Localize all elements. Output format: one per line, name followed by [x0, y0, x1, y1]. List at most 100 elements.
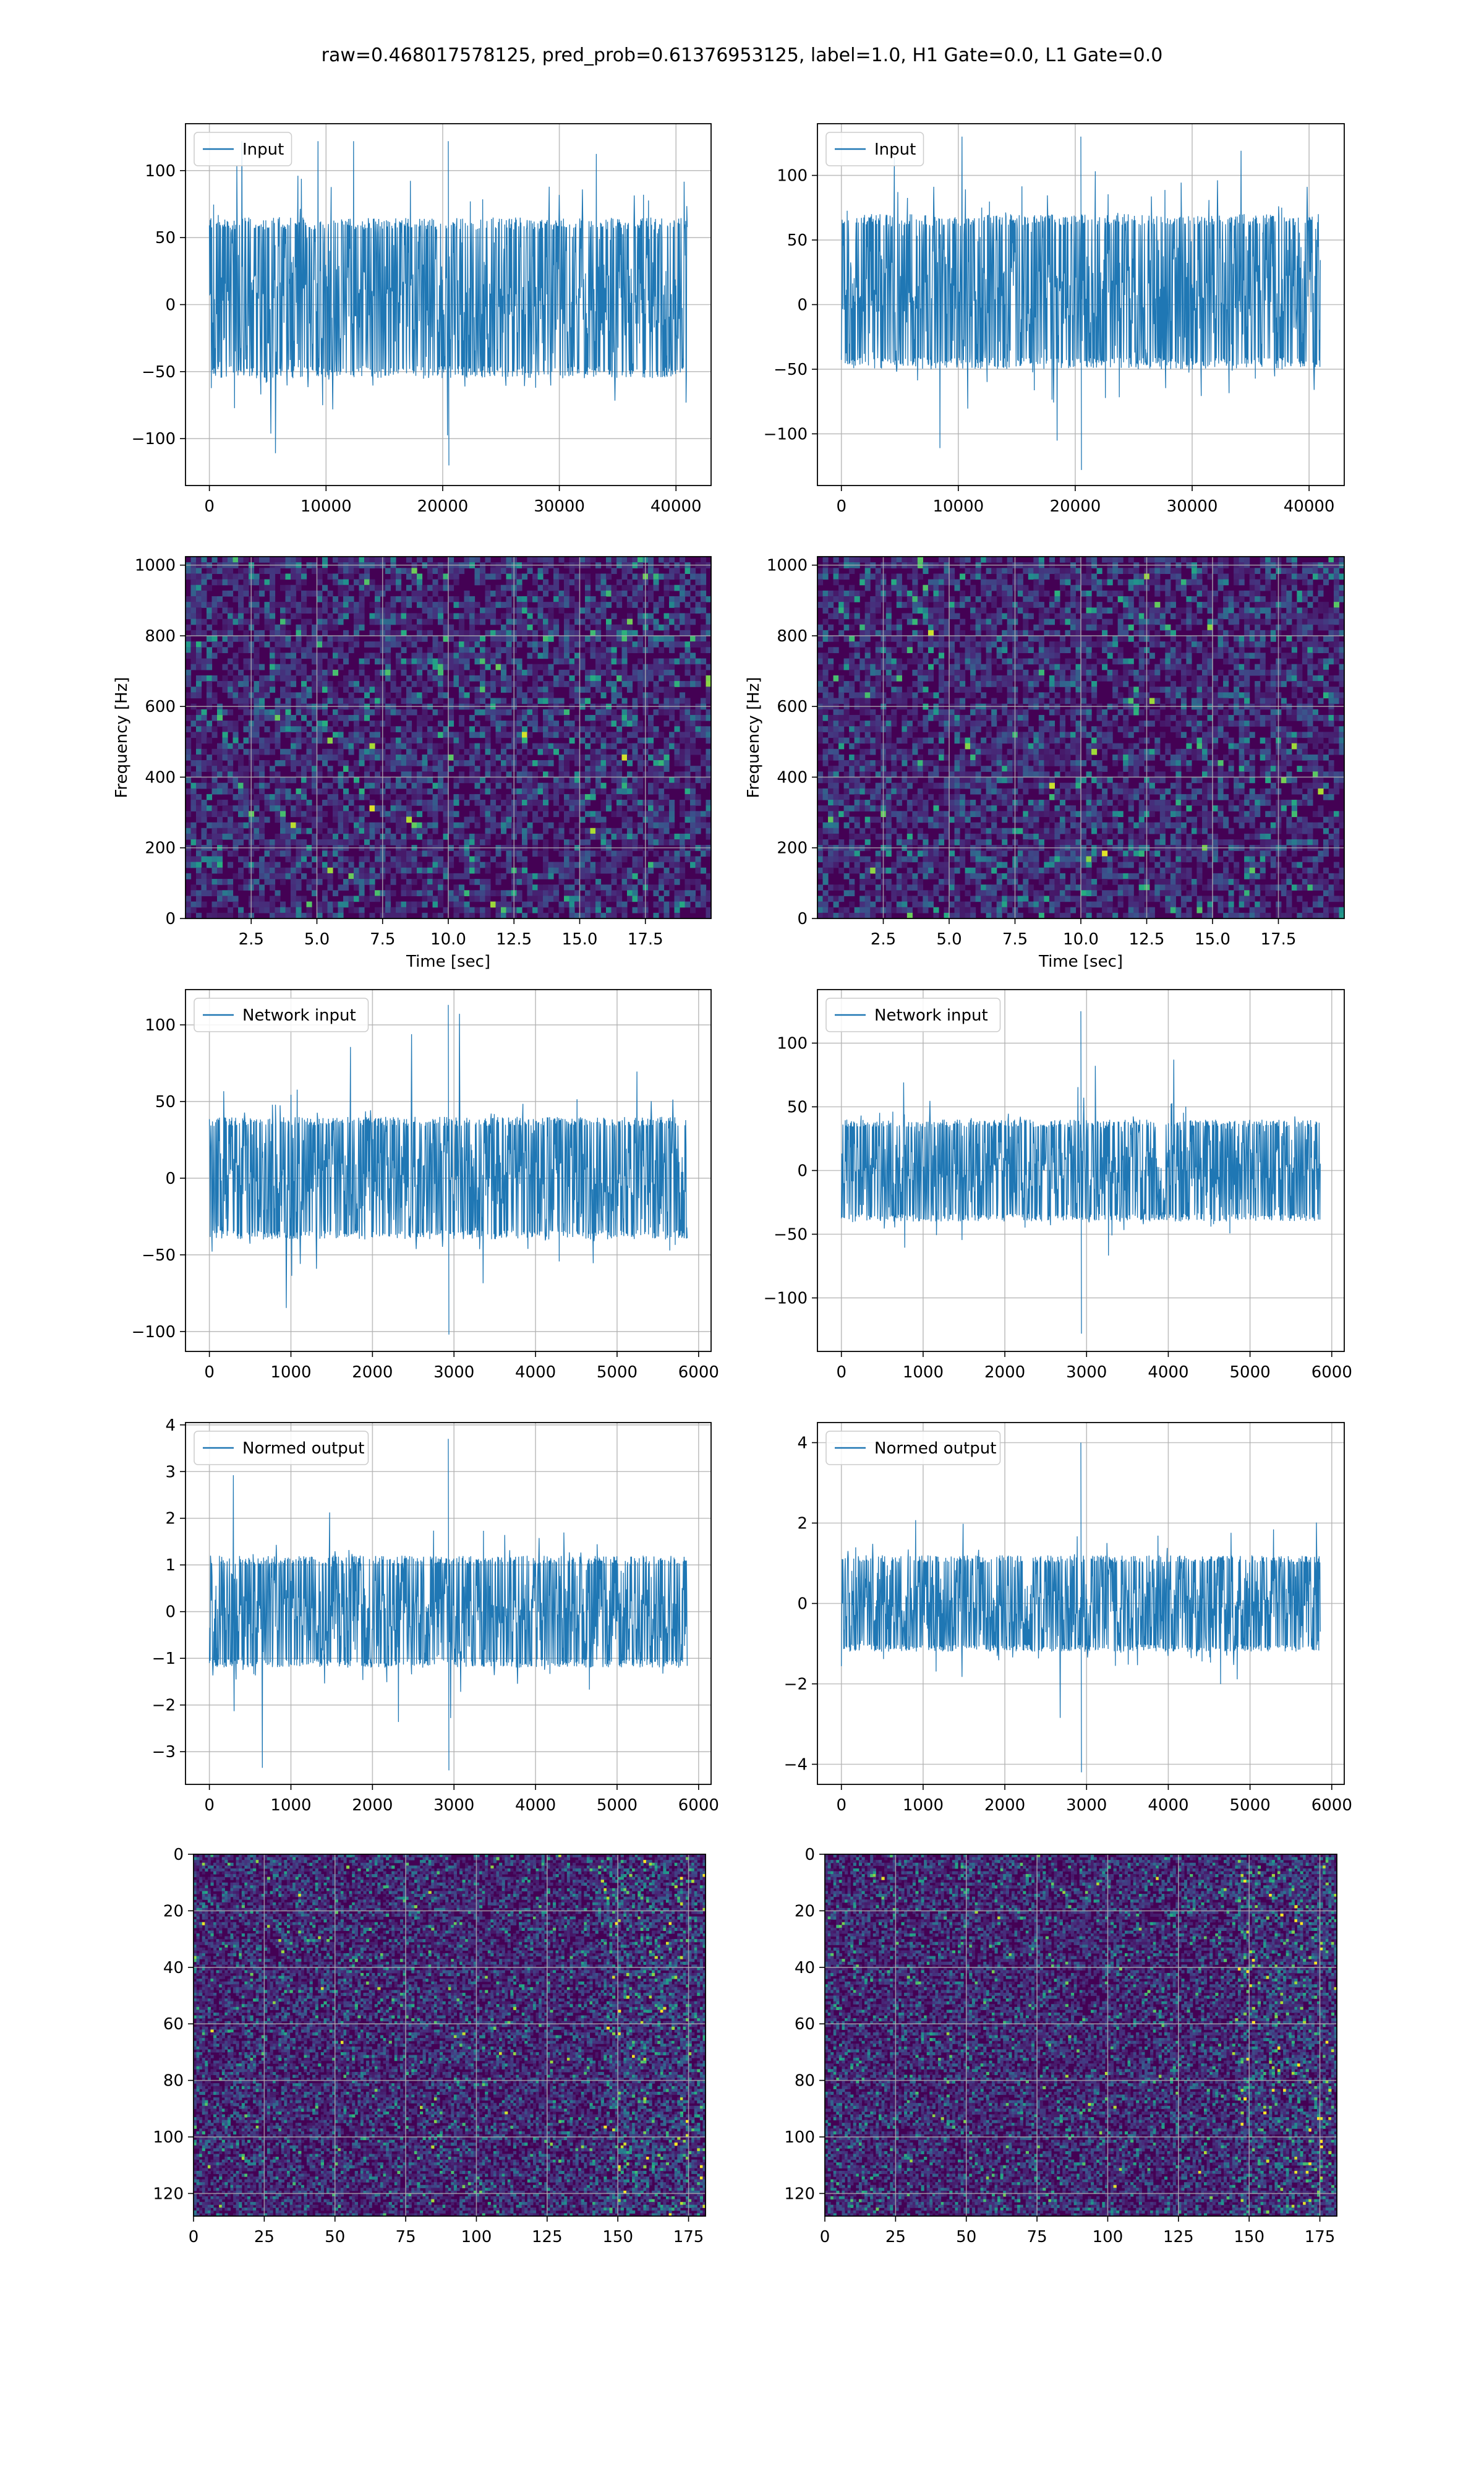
heatmap-cell [233, 834, 239, 840]
heatmap-cell [496, 698, 501, 704]
heatmap-cell [543, 585, 548, 591]
heatmap-cell [669, 613, 675, 619]
heatmap-cell [612, 568, 617, 574]
heatmap-cell [496, 755, 501, 761]
heatmap-cell [375, 602, 380, 608]
heatmap-cell [259, 591, 265, 597]
heatmap-cell [669, 777, 675, 783]
heatmap-cell [454, 630, 459, 636]
heatmap-cell [286, 755, 291, 761]
heatmap-cell [191, 823, 197, 829]
heatmap-cell [506, 653, 512, 659]
heatmap-cell [296, 811, 302, 817]
heatmap-cell [606, 828, 612, 834]
heatmap-cell [259, 585, 265, 591]
heatmap-cell [317, 653, 323, 659]
heatmap-cell [585, 602, 591, 608]
heatmap-cell [417, 828, 422, 834]
heatmap-cell [370, 777, 375, 783]
heatmap-cell [532, 839, 538, 845]
heatmap-cell [606, 619, 612, 625]
heatmap-cell [359, 805, 365, 811]
heatmap-cell [259, 636, 265, 642]
heatmap-cell [228, 743, 233, 750]
heatmap-cell [354, 602, 359, 608]
heatmap-cell [301, 602, 307, 608]
heatmap-cell [543, 789, 548, 795]
heatmap-cell [228, 630, 233, 636]
heatmap-cell [186, 850, 191, 857]
heatmap-cell [254, 653, 260, 659]
heatmap-cell [675, 755, 680, 761]
heatmap-cell [506, 771, 512, 777]
heatmap-cell [654, 834, 659, 840]
heatmap-cell [207, 698, 212, 704]
heatmap-cell [564, 573, 569, 580]
heatmap-cell [633, 715, 638, 721]
heatmap-cell [701, 670, 706, 676]
heatmap-cell [280, 659, 286, 665]
heatmap-cell [270, 625, 275, 631]
heatmap-cell [664, 641, 670, 648]
heatmap-cell [233, 687, 239, 693]
heatmap-cell [280, 607, 286, 614]
heatmap-cell [401, 726, 407, 732]
heatmap-cell [359, 659, 365, 665]
heatmap-cell [217, 721, 223, 727]
heatmap-cell [328, 850, 333, 857]
heatmap-cell [659, 664, 664, 670]
heatmap-cell [212, 557, 218, 563]
heatmap-cell [364, 641, 370, 648]
heatmap-cell [359, 726, 365, 732]
heatmap-cell [364, 738, 370, 744]
heatmap-cell [654, 760, 659, 766]
heatmap-cell [396, 664, 401, 670]
heatmap-cell [612, 794, 617, 800]
heatmap-cell [275, 771, 281, 777]
heatmap-cell [685, 771, 691, 777]
heatmap-cell [349, 743, 354, 750]
heatmap-cell [291, 613, 296, 619]
heatmap-cell [601, 670, 607, 676]
heatmap-cell [569, 630, 575, 636]
heatmap-cell [186, 613, 191, 619]
subplot-row1-left: 0 10000 20000 30000 40000−100−50050100Input [132, 124, 711, 516]
heatmap-cell [633, 749, 638, 755]
heatmap-cell [364, 675, 370, 682]
heatmap-cell [359, 664, 365, 670]
heatmap-cell [659, 823, 664, 829]
heatmap-cell [622, 789, 628, 795]
heatmap-cell [475, 771, 480, 777]
heatmap-cell [406, 557, 412, 563]
heatmap-cell [217, 630, 223, 636]
heatmap-cell [396, 777, 401, 783]
heatmap-cell [606, 647, 612, 653]
heatmap-cell [548, 794, 554, 800]
heatmap-cell [191, 692, 197, 698]
heatmap-cell [522, 828, 527, 834]
heatmap-cell [217, 850, 223, 857]
heatmap-cell [223, 709, 228, 716]
heatmap-cell [317, 641, 323, 648]
heatmap-cell [543, 681, 548, 687]
heatmap-cell [401, 811, 407, 817]
heatmap-cell [254, 766, 260, 772]
heatmap-cell [370, 681, 375, 687]
heatmap-cell [701, 755, 706, 761]
heatmap-cell [186, 653, 191, 659]
heatmap-cell [270, 557, 275, 563]
heatmap-cell [244, 659, 249, 665]
heatmap-cell [412, 732, 417, 738]
heatmap-cell [701, 823, 706, 829]
heatmap-cell [375, 828, 380, 834]
heatmap-cell [280, 811, 286, 817]
heatmap-cell [364, 749, 370, 755]
heatmap-cell [228, 625, 233, 631]
heatmap-cell [532, 760, 538, 766]
series-line [210, 141, 688, 465]
heatmap-cell [616, 828, 622, 834]
heatmap-cell [328, 664, 333, 670]
heatmap-cell [501, 811, 506, 817]
heatmap-cell [275, 715, 281, 721]
heatmap-cell [469, 766, 475, 772]
